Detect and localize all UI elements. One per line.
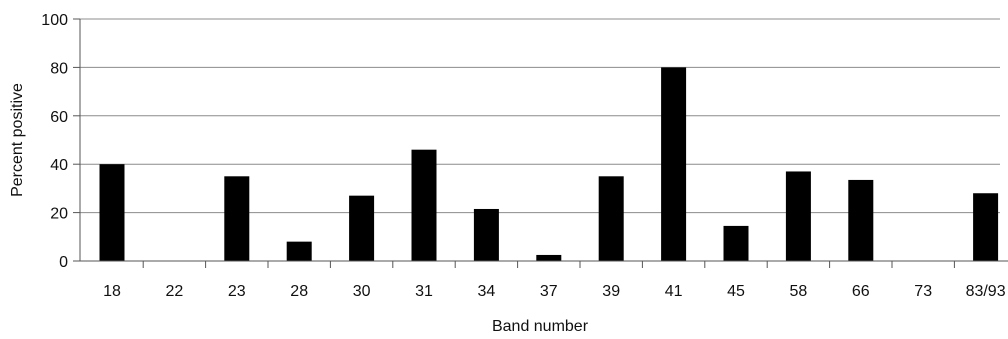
- bar-39: [598, 176, 624, 261]
- gridlines: [80, 18, 1000, 214]
- x-tick-label: 18: [103, 283, 121, 300]
- y-tick-label: 40: [50, 157, 68, 174]
- axes: [73, 18, 1008, 268]
- x-tick-label: 58: [790, 283, 808, 300]
- bar-37: [536, 254, 562, 261]
- y-axis-title: Percent positive: [9, 83, 26, 197]
- bar-34: [473, 208, 499, 261]
- y-tick-label: 100: [41, 12, 68, 29]
- bar-83-93: [973, 193, 999, 261]
- bar-58: [785, 171, 811, 261]
- x-tick-label: 28: [290, 283, 308, 300]
- bar-18: [99, 164, 125, 261]
- y-tick-label: 60: [50, 109, 68, 126]
- x-tick-label: 73: [914, 283, 932, 300]
- x-tick-label: 23: [228, 283, 246, 300]
- tick-labels: 0 20 40 60 80 100 18 22 23 28 30 31 34 37 39 41 45 58 66 73…: [41, 12, 1005, 300]
- bar-31: [411, 149, 437, 261]
- y-tick-label: 0: [59, 254, 68, 271]
- x-tick-label: 45: [727, 283, 745, 300]
- x-tick-label: 83/93: [966, 283, 1006, 300]
- bar-30: [349, 195, 375, 261]
- y-tick-label: 20: [50, 206, 68, 223]
- x-tick-label: 22: [166, 283, 184, 300]
- x-tick-label: 66: [852, 283, 870, 300]
- x-tick-label: 39: [602, 283, 620, 300]
- x-tick-label: 30: [353, 283, 371, 300]
- bar-66: [848, 179, 874, 261]
- bar-23: [224, 176, 250, 261]
- x-tick-label: 31: [415, 283, 433, 300]
- x-tick-label: 37: [540, 283, 558, 300]
- x-tick-label: 34: [478, 283, 496, 300]
- bar-41: [661, 67, 687, 262]
- bar-28: [286, 241, 312, 261]
- x-tick-label: 41: [665, 283, 683, 300]
- bar-45: [723, 225, 749, 261]
- y-tick-label: 80: [50, 60, 68, 77]
- x-axis-title: Band number: [492, 318, 589, 335]
- bars: [99, 67, 999, 262]
